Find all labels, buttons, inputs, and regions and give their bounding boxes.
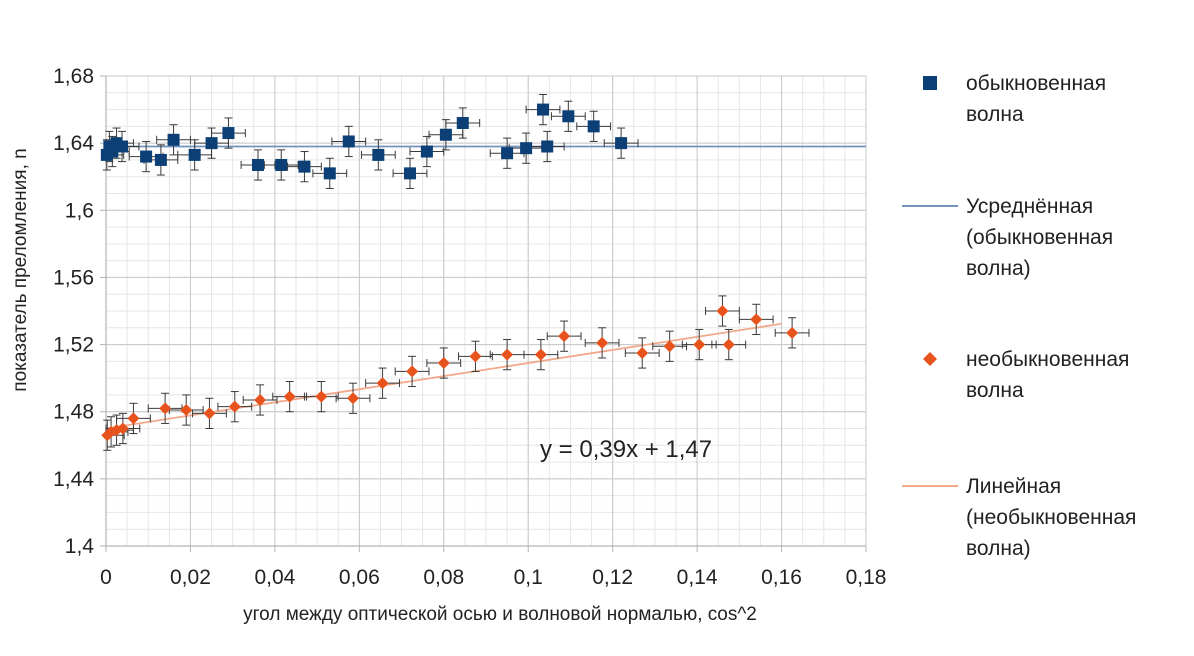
data-point-diamond: [558, 330, 571, 343]
data-point-diamond: [750, 313, 763, 326]
data-point-diamond: [534, 348, 547, 361]
data-point-diamond: [159, 402, 172, 415]
x-tick-label: 0,18: [846, 566, 887, 589]
x-axis-title: угол между оптической осью и волновой но…: [243, 604, 757, 625]
data-point-square: [275, 158, 288, 171]
x-tick-label: 0,08: [423, 566, 464, 589]
x-tick-label: 0,04: [254, 566, 295, 589]
legend-item: необыкновенная волна: [923, 348, 1129, 402]
data-point-diamond: [228, 400, 241, 413]
legend-diamond-marker: [923, 352, 937, 366]
y-tick-label: 1,4: [65, 535, 95, 558]
legend-label: волна): [966, 537, 1031, 560]
data-point-square: [404, 167, 416, 180]
y-tick-label: 1,56: [53, 266, 94, 289]
data-point-diamond: [693, 338, 706, 351]
data-point-diamond: [722, 338, 735, 351]
legend-label: необыкновенная: [966, 348, 1129, 371]
data-point-square: [298, 160, 311, 173]
x-tick-label: 0: [100, 566, 112, 589]
x-tick-label: 0,14: [677, 566, 718, 589]
legend-label: волна: [966, 103, 1024, 126]
data-point-square: [541, 140, 554, 153]
data-point-diamond: [203, 407, 216, 420]
data-point-diamond: [786, 326, 799, 339]
y-tick-label: 1,64: [53, 132, 94, 155]
legend-item: Усреднённая (обыкновенная волна): [902, 195, 1113, 280]
data-point-diamond: [180, 404, 193, 417]
data-point-diamond: [596, 336, 609, 349]
data-point-diamond: [663, 340, 676, 353]
y-tick-label: 1,48: [53, 401, 94, 424]
data-point-diamond: [116, 422, 129, 435]
data-point-square: [562, 110, 575, 123]
data-point-square: [420, 145, 433, 158]
legend-label: волна): [966, 257, 1031, 280]
trendline-equation: y = 0,39x + 1,47: [540, 436, 712, 463]
legend-label: обыкновенная: [966, 72, 1106, 95]
data-point-square: [140, 150, 153, 163]
data-point-diamond: [716, 305, 729, 317]
data-point-diamond: [315, 390, 328, 403]
data-point-square: [323, 167, 336, 180]
legend-label: волна: [966, 379, 1024, 402]
data-point-square: [439, 128, 452, 141]
legend-label: (необыкновенная: [966, 506, 1136, 529]
data-point-diamond: [283, 390, 296, 403]
y-tick-label: 1,44: [53, 468, 94, 491]
y-tick-label: 1,68: [53, 65, 94, 88]
x-tick-label: 0,12: [592, 566, 633, 589]
data-point-square: [167, 133, 180, 146]
data-point-square: [154, 153, 167, 166]
data-point-diamond: [437, 357, 450, 370]
data-point-diamond: [469, 350, 482, 363]
legend-square-marker: [923, 76, 937, 90]
x-tick-label: 0,16: [761, 566, 802, 589]
data-point-square: [342, 135, 355, 148]
data-point-diamond: [376, 377, 389, 390]
legend-item: обыкновенная волна: [923, 72, 1106, 126]
data-point-square: [537, 103, 549, 116]
y-tick-label: 1,52: [53, 334, 94, 357]
legend: обыкновенная волна Усреднённая (обыкновенна…: [902, 72, 1136, 560]
legend-label: (обыкновенная: [966, 226, 1113, 249]
legend-item: Линейная (необыкновенная волна): [902, 475, 1136, 560]
data-point-diamond: [406, 365, 419, 378]
x-tick-label: 0,02: [170, 566, 211, 589]
x-tick-label: 0,1: [514, 566, 543, 589]
data-point-square: [456, 117, 469, 129]
data-point-square: [520, 142, 533, 155]
data-point-square: [615, 137, 628, 150]
data-points: [100, 103, 799, 442]
legend-label: Линейная: [966, 475, 1061, 498]
data-point-diamond: [636, 346, 649, 359]
data-point-diamond: [127, 412, 140, 425]
data-point-square: [205, 137, 218, 150]
y-tick-label: 1,6: [65, 199, 94, 222]
data-point-square: [252, 158, 264, 171]
data-point-diamond: [501, 348, 514, 361]
data-point-square: [222, 127, 235, 140]
data-point-square: [116, 140, 129, 153]
x-tick-label: 0,06: [339, 566, 380, 589]
data-point-square: [587, 120, 600, 133]
data-point-diamond: [347, 392, 359, 405]
legend-label: Усреднённая: [966, 195, 1093, 218]
data-point-square: [501, 147, 514, 160]
y-axis-title: показатель преломления, n: [10, 148, 31, 391]
tick-labels: 0 0,02 0,04 0,06 0,08 0,1 0,12 0,14 0,16 0,18 1,4 1…: [53, 65, 886, 589]
data-point-square: [372, 148, 385, 161]
data-point-diamond: [254, 393, 267, 406]
data-point-square: [188, 148, 201, 161]
